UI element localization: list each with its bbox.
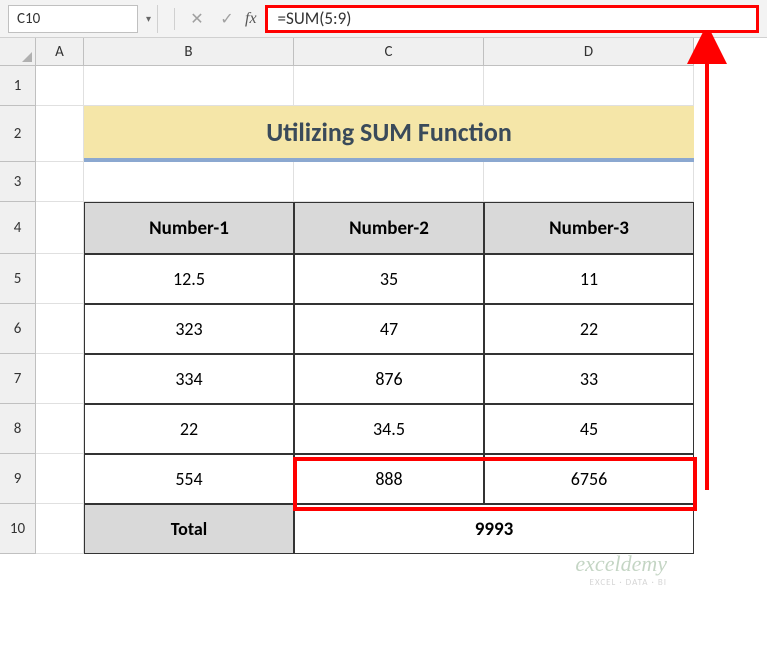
row-header[interactable]: 2: [0, 106, 36, 162]
table-cell[interactable]: 876: [294, 354, 484, 404]
total-label[interactable]: Total: [84, 504, 294, 554]
cell[interactable]: [36, 354, 84, 404]
table-cell[interactable]: 888: [294, 454, 484, 504]
cell[interactable]: [36, 202, 84, 254]
table-cell[interactable]: 11: [484, 254, 694, 304]
cell[interactable]: [484, 162, 694, 202]
separator: [174, 8, 175, 30]
spreadsheet: 1 2 3 4 5 6 7 8 9 10 A B C D: [0, 38, 767, 554]
row-header[interactable]: 7: [0, 354, 36, 404]
cell[interactable]: [294, 66, 484, 106]
column-headers: A B C D: [36, 38, 767, 66]
cancel-icon[interactable]: ✕: [183, 5, 211, 33]
row-header[interactable]: 3: [0, 162, 36, 202]
watermark-main: exceldemy: [575, 551, 667, 577]
name-box-value: C10: [17, 10, 40, 28]
watermark: exceldemy EXCEL · DATA · BI: [575, 551, 667, 588]
row-header[interactable]: 1: [0, 66, 36, 106]
fx-icon[interactable]: fx: [245, 10, 257, 28]
table-cell[interactable]: 334: [84, 354, 294, 404]
total-value[interactable]: 9993: [294, 504, 694, 554]
table-cell[interactable]: 22: [484, 304, 694, 354]
page-title[interactable]: Utilizing SUM Function: [84, 106, 694, 162]
table-cell[interactable]: 323: [84, 304, 294, 354]
col-header[interactable]: A: [36, 38, 84, 66]
cell[interactable]: [36, 404, 84, 454]
formula-text: =SUM(5:9): [278, 8, 352, 29]
col-header[interactable]: B: [84, 38, 294, 66]
cell[interactable]: [36, 504, 84, 554]
row-header[interactable]: 8: [0, 404, 36, 454]
left-col: 1 2 3 4 5 6 7 8 9 10: [0, 38, 36, 554]
formula-bar: C10 ▾ ✕ ✓ fx =SUM(5:9): [0, 0, 767, 38]
row-header[interactable]: 4: [0, 202, 36, 254]
name-box-dropdown-icon[interactable]: ▾: [140, 5, 158, 33]
confirm-icon[interactable]: ✓: [213, 5, 241, 33]
cell[interactable]: [484, 66, 694, 106]
table-cell[interactable]: 6756: [484, 454, 694, 504]
cell[interactable]: [36, 66, 84, 106]
right-area: A B C D Utilizing SUM Function Numb: [36, 38, 767, 554]
cell[interactable]: [36, 106, 84, 162]
col-header[interactable]: C: [294, 38, 484, 66]
select-all-corner[interactable]: [0, 38, 36, 66]
table-header[interactable]: Number-3: [484, 202, 694, 254]
table-cell[interactable]: 45: [484, 404, 694, 454]
table-cell[interactable]: 35: [294, 254, 484, 304]
cell[interactable]: [84, 66, 294, 106]
data-table: Number-1 Number-2 Number-3 12.5 35 11 32…: [84, 202, 694, 554]
row-header[interactable]: 6: [0, 304, 36, 354]
table-cell[interactable]: 12.5: [84, 254, 294, 304]
cell[interactable]: [36, 162, 84, 202]
watermark-sub: EXCEL · DATA · BI: [575, 577, 667, 588]
table-cell[interactable]: 22: [84, 404, 294, 454]
grid-body: Utilizing SUM Function Number-1 Number-2…: [36, 66, 767, 554]
cell[interactable]: [36, 304, 84, 354]
row-header[interactable]: 5: [0, 254, 36, 304]
table-cell[interactable]: 47: [294, 304, 484, 354]
table-cell[interactable]: 33: [484, 354, 694, 404]
cell[interactable]: [84, 162, 294, 202]
table-cell[interactable]: 554: [84, 454, 294, 504]
formula-input[interactable]: =SUM(5:9): [265, 5, 759, 33]
cell[interactable]: [36, 454, 84, 504]
table-header[interactable]: Number-2: [294, 202, 484, 254]
col-header[interactable]: D: [484, 38, 694, 66]
row-header[interactable]: 9: [0, 454, 36, 504]
row-header[interactable]: 10: [0, 504, 36, 554]
cell[interactable]: [294, 162, 484, 202]
table-header[interactable]: Number-1: [84, 202, 294, 254]
name-box[interactable]: C10: [8, 5, 138, 33]
row-headers: 1 2 3 4 5 6 7 8 9 10: [0, 66, 36, 554]
cell[interactable]: [36, 254, 84, 304]
table-cell[interactable]: 34.5: [294, 404, 484, 454]
